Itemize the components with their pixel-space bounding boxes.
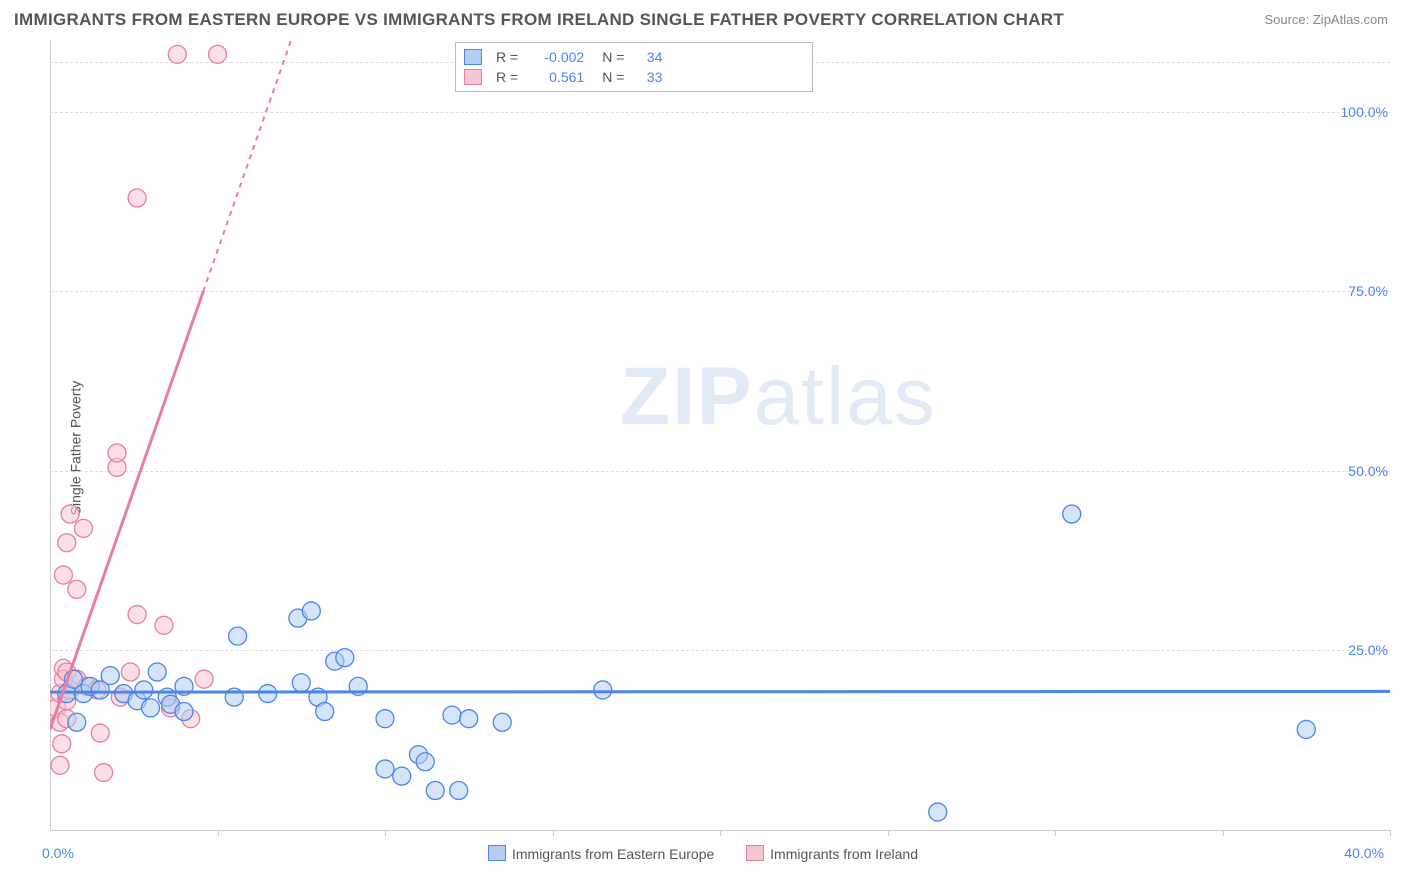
x-tick xyxy=(218,830,219,836)
pink-swatch xyxy=(464,69,482,85)
x-tick xyxy=(888,830,889,836)
blue-swatch-icon xyxy=(488,845,506,861)
chart-svg xyxy=(50,40,1390,830)
x-tick xyxy=(1055,830,1056,836)
x-tick xyxy=(1390,830,1391,836)
pink-swatch-icon xyxy=(746,845,764,861)
bottom-legend: Immigrants from Eastern Europe Immigrant… xyxy=(0,845,1406,862)
stats-row-pink: R =0.561 N =33 xyxy=(464,67,804,87)
source-credit: Source: ZipAtlas.com xyxy=(1264,12,1388,27)
legend-item-blue: Immigrants from Eastern Europe xyxy=(488,845,714,862)
stats-legend: R =-0.002 N =34 R =0.561 N =33 xyxy=(455,42,813,92)
x-tick xyxy=(720,830,721,836)
stats-row-blue: R =-0.002 N =34 xyxy=(464,47,804,67)
x-tick xyxy=(1223,830,1224,836)
x-tick xyxy=(553,830,554,836)
chart-title: IMMIGRANTS FROM EASTERN EUROPE VS IMMIGR… xyxy=(14,10,1064,30)
legend-item-pink: Immigrants from Ireland xyxy=(746,845,918,862)
blue-swatch xyxy=(464,49,482,65)
x-tick xyxy=(385,830,386,836)
